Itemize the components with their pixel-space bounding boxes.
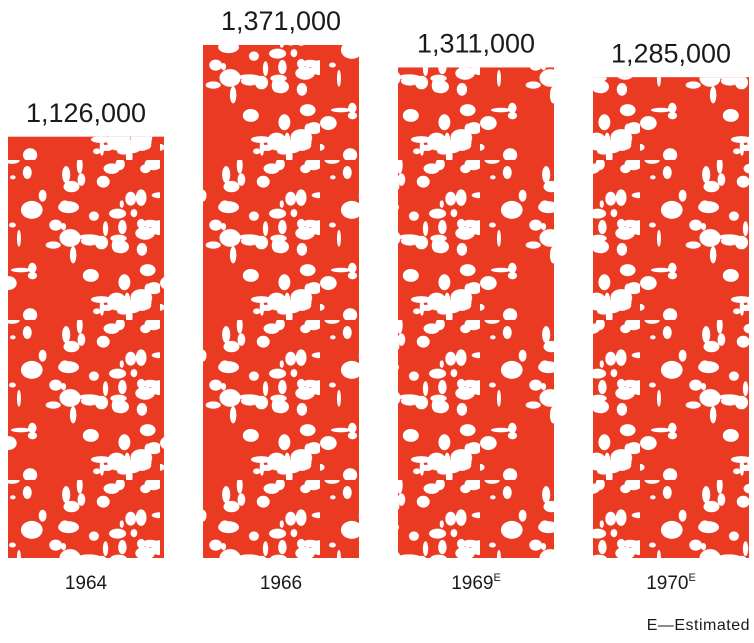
value-label: 1,285,000 — [611, 38, 731, 68]
x-tick-label: 1964 — [65, 573, 108, 594]
estimate-mark: E — [688, 572, 695, 584]
value-label: 1,311,000 — [417, 29, 535, 59]
footnote: E—Estimated — [647, 617, 750, 634]
category: 1966 — [260, 573, 302, 594]
category: 1969 — [451, 573, 493, 594]
bar-texture — [203, 45, 359, 558]
bar-texture — [593, 77, 749, 558]
bar-texture — [8, 136, 164, 559]
estimate-mark: E — [493, 572, 500, 584]
x-tick-label: 1966 — [260, 573, 302, 594]
x-tick-label: 1969E — [451, 572, 501, 594]
x-tick-label: 1970E — [646, 572, 696, 594]
category: 1964 — [65, 573, 108, 594]
value-label: 1,126,000 — [26, 98, 146, 128]
category: 1970 — [646, 573, 688, 594]
value-label: 1,371,000 — [221, 6, 341, 36]
bar-texture — [398, 67, 554, 558]
